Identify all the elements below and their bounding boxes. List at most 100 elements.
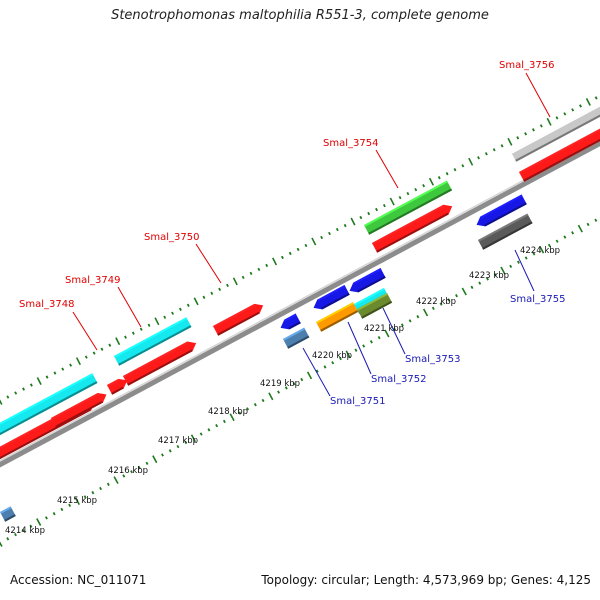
scale-tick <box>507 137 513 146</box>
connector-smal-3748 <box>72 311 98 351</box>
scale-tick <box>315 369 319 373</box>
scale-tick <box>100 347 104 351</box>
feature-gray <box>511 100 600 162</box>
gene-label-smal-3754[interactable]: Smal_3754 <box>323 138 378 149</box>
feature-red <box>519 128 600 182</box>
scale-tick <box>241 275 245 280</box>
feature-cyan-body <box>114 317 192 366</box>
gene-label-smal-3752[interactable]: Smal_3752 <box>371 374 426 385</box>
connector-smal-3751 <box>302 347 331 397</box>
scale-tick <box>546 117 552 126</box>
scale-tick <box>422 308 429 317</box>
feature-red-shadow <box>523 136 600 182</box>
gene-label-smal-3755[interactable]: Smal_3755 <box>510 294 565 305</box>
feature-cyan-shadow <box>0 381 98 438</box>
forward-scale-ticks <box>0 96 598 405</box>
scale-tick <box>207 428 211 432</box>
feature-blue <box>349 268 386 293</box>
feature-olive-body <box>357 292 393 319</box>
feature-blue-shadow <box>321 292 350 310</box>
scale-tick <box>437 176 441 180</box>
scale-tick <box>468 157 474 166</box>
feature-red-body <box>372 204 453 253</box>
feature-cyan-highlight <box>114 317 188 358</box>
scale-tick <box>509 264 513 269</box>
scale-tick <box>246 407 250 411</box>
scale-tick <box>461 287 467 296</box>
scale-tick <box>398 195 402 200</box>
scale-tick <box>400 323 404 327</box>
scale-label-4214: 4214 kbp <box>5 526 45 536</box>
gene-label-smal-3753[interactable]: Smal_3753 <box>405 354 460 365</box>
scale-tick <box>29 524 33 528</box>
scale-tick <box>91 491 95 495</box>
scale-tick <box>571 108 575 112</box>
gene-label-smal-3751[interactable]: Smal_3751 <box>330 396 385 407</box>
feature-steel-body <box>283 327 310 349</box>
feature-red-shadow <box>55 400 103 428</box>
feature-green-body <box>364 180 453 235</box>
scale-tick <box>531 128 535 132</box>
scale-tick <box>215 423 219 428</box>
scale-tick <box>186 303 190 307</box>
scale-label-4220: 4220 kbp <box>312 351 352 361</box>
feature-orange-shadow <box>320 310 359 332</box>
scale-tick <box>320 235 324 240</box>
scale-tick <box>131 331 135 335</box>
scale-tick <box>222 419 226 424</box>
feature-steel-highlight <box>283 327 306 341</box>
scale-tick <box>147 323 151 327</box>
scale-tick <box>311 237 317 246</box>
scale-tick <box>83 495 87 499</box>
scale-tick <box>193 297 199 306</box>
scale-tick <box>226 283 229 288</box>
scale-tick <box>367 211 371 216</box>
scale-tick <box>130 470 134 474</box>
scale-tick <box>428 177 434 186</box>
scale-tick <box>439 302 443 306</box>
scale-tick <box>555 116 559 120</box>
connector-smal-3753 <box>382 307 406 355</box>
feature-blue-body <box>349 268 386 293</box>
scale-tick <box>0 541 3 547</box>
scale-tick <box>579 104 582 108</box>
feature-red-body <box>51 392 107 428</box>
scale-tick <box>292 382 296 386</box>
scale-tick <box>75 357 81 366</box>
scale-tick <box>377 335 381 340</box>
scale-label-4215: 4215 kbp <box>57 496 97 506</box>
page-title: Stenotrophomonas maltophilia R551-3, com… <box>111 8 489 23</box>
feature-red-body <box>213 303 264 336</box>
scale-tick <box>594 218 598 222</box>
scale-tick <box>145 461 149 466</box>
scale-tick <box>68 503 72 507</box>
feature-steel <box>0 506 16 522</box>
scale-tick <box>288 251 292 256</box>
scale-tick <box>571 231 575 235</box>
scale-tick <box>210 291 214 295</box>
feature-red-highlight <box>213 303 256 328</box>
scale-tick <box>99 486 103 491</box>
feature-red-shadow <box>0 408 92 462</box>
feature-blue-highlight <box>480 194 523 219</box>
scale-tick <box>393 327 397 331</box>
feature-red-highlight <box>51 392 99 420</box>
scale-tick <box>69 363 73 367</box>
scale-tick <box>113 476 119 485</box>
accession-text: Accession: NC_011071 <box>10 573 147 587</box>
gene-label-smal-3756[interactable]: Smal_3756 <box>499 60 554 71</box>
feature-green <box>364 180 453 235</box>
scale-tick <box>594 96 598 100</box>
scale-tick <box>139 327 143 331</box>
feature-green-shadow <box>368 188 453 235</box>
scale-tick <box>60 507 64 512</box>
feature-cyan <box>114 317 192 366</box>
connector-smal-3749 <box>117 286 142 328</box>
scale-tick <box>296 247 300 252</box>
scale-tick <box>339 356 342 361</box>
feature-blue <box>476 194 527 227</box>
gene-label-smal-3748[interactable]: Smal_3748 <box>19 299 74 310</box>
gene-label-smal-3749[interactable]: Smal_3749 <box>65 275 120 286</box>
gene-label-smal-3750[interactable]: Smal_3750 <box>144 232 199 243</box>
